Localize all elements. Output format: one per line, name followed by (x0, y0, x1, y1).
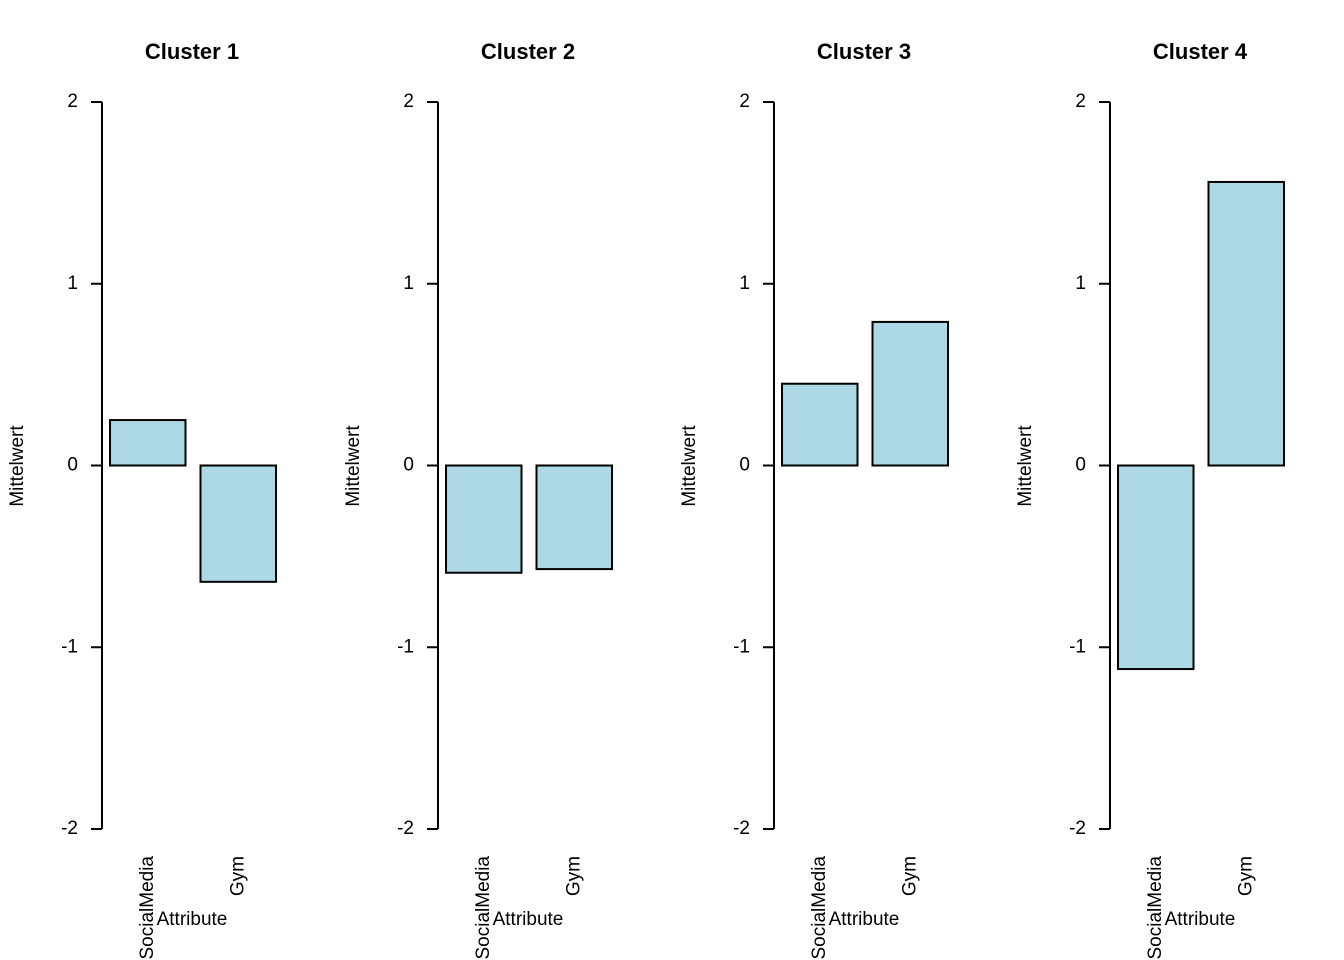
bar (445, 464, 523, 574)
bar (1117, 464, 1195, 671)
y-tick-label: -2 (733, 818, 750, 839)
y-axis-label: Mittelwert (679, 425, 700, 507)
bar (1207, 180, 1285, 467)
bar (109, 419, 187, 467)
chart-title: Cluster 1 (145, 39, 239, 64)
chart-title: Cluster 4 (1153, 39, 1248, 64)
y-tick-label: 2 (403, 91, 414, 112)
y-tick-label: 2 (67, 91, 78, 112)
y-axis-label: Mittelwert (343, 425, 364, 507)
bar (871, 320, 949, 467)
y-tick-label: 1 (1075, 273, 1086, 294)
bar (781, 382, 859, 467)
y-tick-label: 1 (67, 273, 78, 294)
y-axis-label: Mittelwert (1015, 425, 1036, 507)
y-tick-label: -2 (1069, 818, 1086, 839)
y-tick-label: 0 (67, 455, 78, 476)
y-tick-label: -1 (733, 636, 750, 657)
x-axis-label: Attribute (493, 909, 564, 930)
y-tick-label: 1 (739, 273, 750, 294)
chart-title: Cluster 3 (817, 39, 911, 64)
chart-title: Cluster 2 (481, 39, 575, 64)
y-tick-label: 0 (739, 455, 750, 476)
x-tick-label: Gym (227, 856, 248, 896)
x-tick-label: Gym (899, 856, 920, 896)
y-tick-label: -2 (397, 818, 414, 839)
y-tick-label: 0 (403, 455, 414, 476)
y-axis-label: Mittelwert (7, 425, 28, 507)
x-tick-label: SocialMedia (473, 856, 494, 960)
x-axis-label: Attribute (157, 909, 228, 930)
y-tick-label: 2 (739, 91, 750, 112)
x-tick-label: SocialMedia (1145, 856, 1166, 960)
y-tick-label: 0 (1075, 455, 1086, 476)
y-tick-label: -1 (397, 636, 414, 657)
x-axis-label: Attribute (829, 909, 900, 930)
y-tick-label: -2 (61, 818, 78, 839)
x-tick-label: Gym (1235, 856, 1256, 896)
x-tick-label: Gym (563, 856, 584, 896)
bar (199, 464, 277, 583)
y-tick-label: -1 (61, 636, 78, 657)
x-tick-label: SocialMedia (137, 856, 158, 960)
bar (535, 464, 613, 571)
x-tick-label: SocialMedia (809, 856, 830, 960)
x-axis-label: Attribute (1165, 909, 1236, 930)
y-tick-label: 1 (403, 273, 414, 294)
y-tick-label: 2 (1075, 91, 1086, 112)
y-tick-label: -1 (1069, 636, 1086, 657)
